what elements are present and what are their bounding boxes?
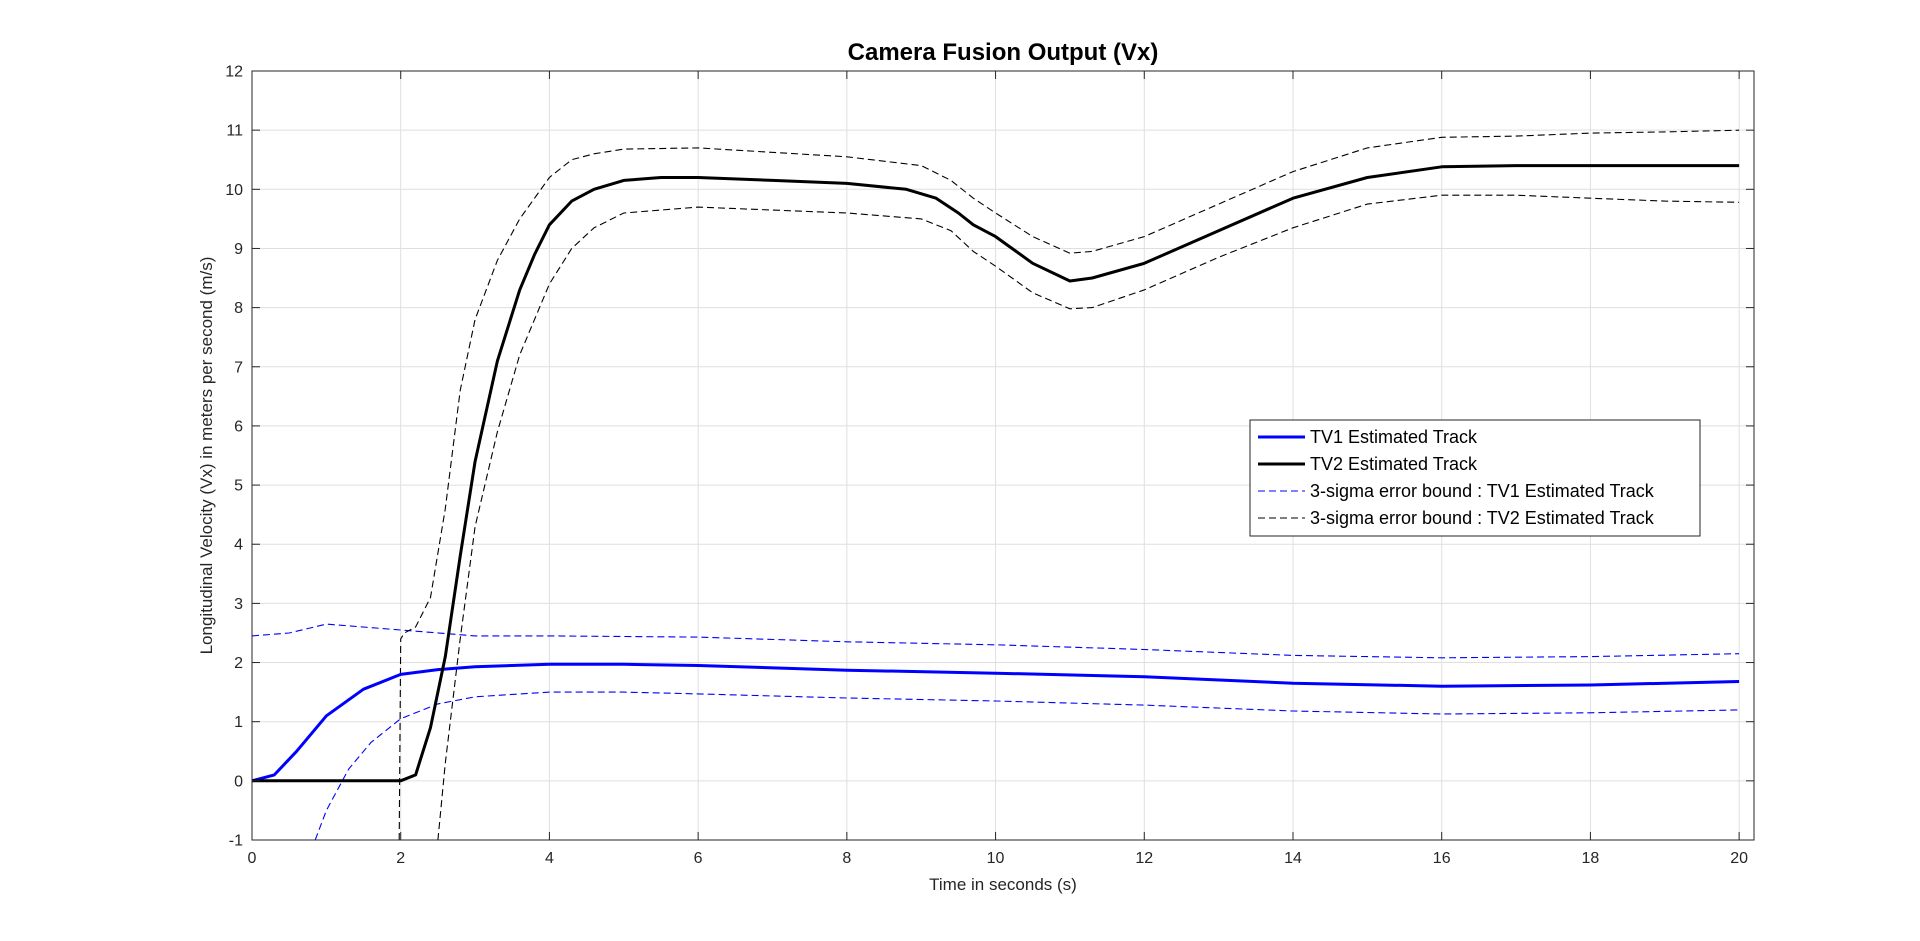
chart-title: Camera Fusion Output (Vx) — [848, 39, 1159, 66]
x-tick-label: 6 — [694, 850, 703, 867]
x-tick-label: 18 — [1582, 850, 1600, 867]
x-axis-label: Time in seconds (s) — [929, 875, 1077, 894]
y-tick-label: 5 — [234, 478, 243, 495]
x-tick-label: 14 — [1284, 850, 1302, 867]
x-tick-label: 4 — [545, 850, 554, 867]
y-tick-label: 4 — [234, 537, 243, 554]
series-line-3-sigma-error-bound-tv2-estimated-track-upper — [398, 129, 1740, 840]
x-tick-label: 0 — [248, 850, 257, 867]
x-tick-label: 10 — [987, 850, 1005, 867]
y-tick-label: 9 — [234, 241, 243, 258]
y-tick-label: 2 — [234, 655, 243, 672]
y-tick-label: 6 — [234, 418, 243, 435]
legend-label: 3-sigma error bound : TV2 Estimated Trac… — [1310, 508, 1655, 528]
legend-label: TV1 Estimated Track — [1310, 427, 1478, 447]
x-tick-label: 16 — [1433, 850, 1451, 867]
y-tick-label: 10 — [225, 182, 243, 199]
x-tick-label: 12 — [1135, 850, 1153, 867]
y-tick-label: 3 — [234, 596, 243, 613]
series-line-tv2-estimated-track — [252, 164, 1740, 783]
x-tick-label: 2 — [396, 850, 405, 867]
series-line-tv1-estimated-track — [252, 662, 1740, 783]
series-line-3-sigma-error-bound-tv1-estimated-track-upper — [252, 623, 1740, 659]
series-line-3-sigma-error-bound-tv2-estimated-track-lower — [437, 194, 1740, 840]
y-tick-label: 0 — [234, 773, 243, 790]
y-tick-label: 7 — [234, 359, 243, 376]
y-tick-label: 11 — [226, 123, 243, 140]
y-tick-label: 1 — [234, 714, 243, 731]
series-layer — [252, 129, 1740, 840]
x-tick-label: 8 — [842, 850, 851, 867]
y-axis-label: Longitudinal Velocity (Vx) in meters per… — [197, 257, 216, 655]
y-tick-label: 12 — [225, 64, 243, 81]
legend-label: TV2 Estimated Track — [1310, 454, 1478, 474]
legend-box — [1249, 419, 1701, 537]
x-tick-label: 20 — [1730, 850, 1748, 867]
series-line-3-sigma-error-bound-tv1-estimated-track-lower — [314, 691, 1740, 840]
plot-area-frame — [251, 70, 1755, 841]
y-tick-label: -1 — [229, 833, 243, 850]
legend-label: 3-sigma error bound : TV1 Estimated Trac… — [1310, 481, 1655, 501]
chart-legend: TV1 Estimated Track TV2 Estimated Track 3-… — [1249, 419, 1701, 537]
y-tick-label: 8 — [234, 300, 243, 317]
